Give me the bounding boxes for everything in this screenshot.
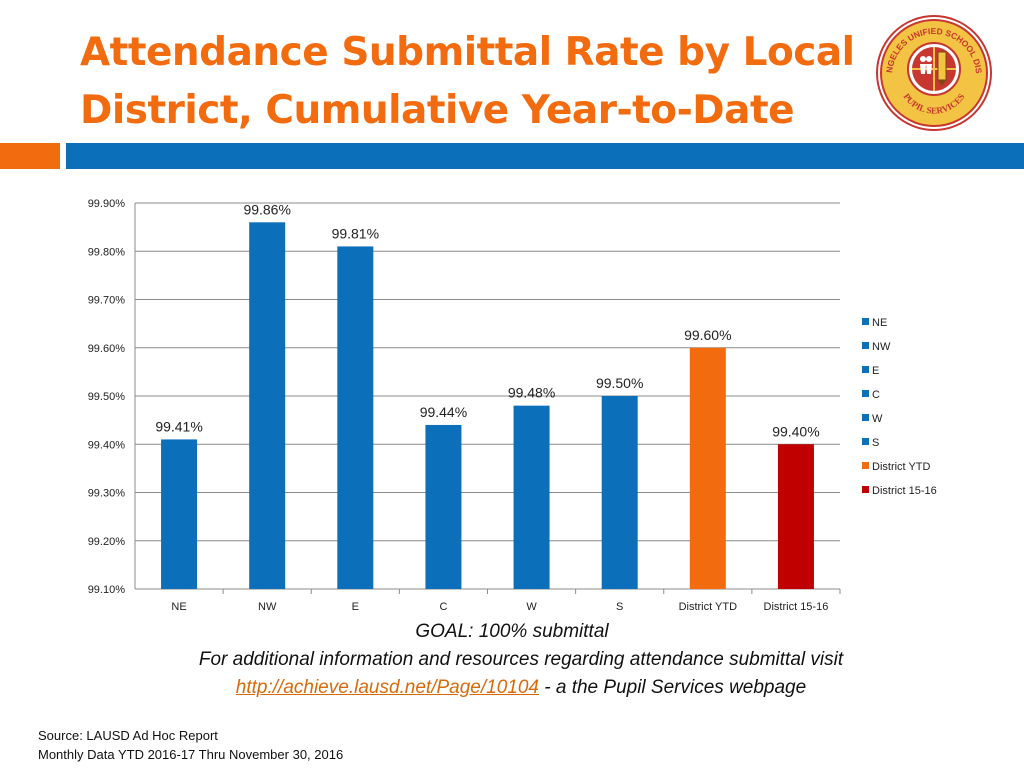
source-note: Source: LAUSD Ad Hoc Report Monthly Data… xyxy=(38,726,343,764)
legend-label: District YTD xyxy=(872,461,931,473)
legend-label: S xyxy=(872,437,879,449)
x-tick-label: District 15-16 xyxy=(764,601,829,613)
lausd-pupil-services-seal-icon: LOS ANGELES UNIFIED SCHOOL DISTRICT PUPI… xyxy=(875,14,992,131)
legend-label: E xyxy=(872,365,879,377)
legend-swatch xyxy=(862,390,869,397)
data-label: 99.41% xyxy=(155,418,202,434)
x-tick-label: S xyxy=(616,601,623,613)
data-label: 99.50% xyxy=(596,375,643,391)
legend-label: District 15-16 xyxy=(872,485,937,497)
x-tick-label: E xyxy=(352,601,359,613)
bar-district-ytd xyxy=(689,347,726,589)
legend-label: C xyxy=(872,389,880,401)
source-line-2: Monthly Data YTD 2016-17 Thru November 3… xyxy=(38,747,344,762)
goal-text: GOAL: 100% submittal xyxy=(415,621,609,642)
title-line-2: District, Cumulative Year-to-Date xyxy=(80,88,795,133)
source-line-1: Source: LAUSD Ad Hoc Report xyxy=(38,728,218,743)
data-label: 99.44% xyxy=(420,404,467,420)
y-tick-label: 99.20% xyxy=(88,536,126,548)
legend-swatch xyxy=(862,414,869,421)
bar-c xyxy=(425,424,462,589)
y-tick-label: 99.50% xyxy=(88,391,126,403)
legend-swatch xyxy=(862,438,869,445)
legend-swatch xyxy=(862,462,869,469)
x-tick-label: District YTD xyxy=(679,601,738,613)
bar-chart: 99.10% 99.20% 99.30% 99.40% 99.50% 99.60% 99.7… xyxy=(88,198,937,613)
y-tick-label: 99.90% xyxy=(88,198,126,210)
legend-label: NW xyxy=(872,341,891,353)
legend-label: NE xyxy=(872,317,887,329)
y-tick-label: 99.70% xyxy=(88,295,126,307)
info-text: For additional information and resources… xyxy=(198,649,844,670)
link-suffix: - a the Pupil Services webpage xyxy=(538,677,807,698)
title-line-1: Attendance Submittal Rate by Local xyxy=(80,30,855,75)
y-tick-label: 99.80% xyxy=(88,246,126,258)
data-label: 99.86% xyxy=(243,201,290,217)
data-label: 99.81% xyxy=(332,225,379,241)
legend-label: W xyxy=(872,413,883,425)
bar-e xyxy=(337,246,374,590)
data-label: 99.60% xyxy=(684,327,731,343)
x-tick-label: C xyxy=(439,601,447,613)
data-label: 99.48% xyxy=(508,385,555,401)
legend-swatch xyxy=(862,318,869,325)
bar-ne xyxy=(161,439,198,589)
bar-w xyxy=(513,405,550,589)
legend-swatch xyxy=(862,366,869,373)
page-title: Attendance Submittal Rate by Local Distr… xyxy=(80,24,860,140)
blue-accent-band xyxy=(66,143,1024,169)
bar-district-15-16 xyxy=(777,444,814,589)
x-tick-label: NW xyxy=(258,601,277,613)
x-tick-label: NE xyxy=(171,601,186,613)
y-tick-label: 99.40% xyxy=(88,439,126,451)
orange-accent-band xyxy=(0,143,60,169)
x-tick-label: W xyxy=(526,601,537,613)
data-label: 99.40% xyxy=(772,423,819,439)
bar-nw xyxy=(249,222,286,590)
y-tick-label: 99.60% xyxy=(88,343,126,355)
link-line: http://achieve.lausd.net/Page/10104 - a … xyxy=(0,677,1024,699)
pupil-services-link[interactable]: http://achieve.lausd.net/Page/10104 xyxy=(235,677,539,698)
y-tick-label: 99.30% xyxy=(88,488,126,500)
legend-swatch xyxy=(862,342,869,349)
y-tick-label: 99.10% xyxy=(88,584,126,596)
bar-s xyxy=(601,396,638,589)
legend-swatch xyxy=(862,486,869,493)
